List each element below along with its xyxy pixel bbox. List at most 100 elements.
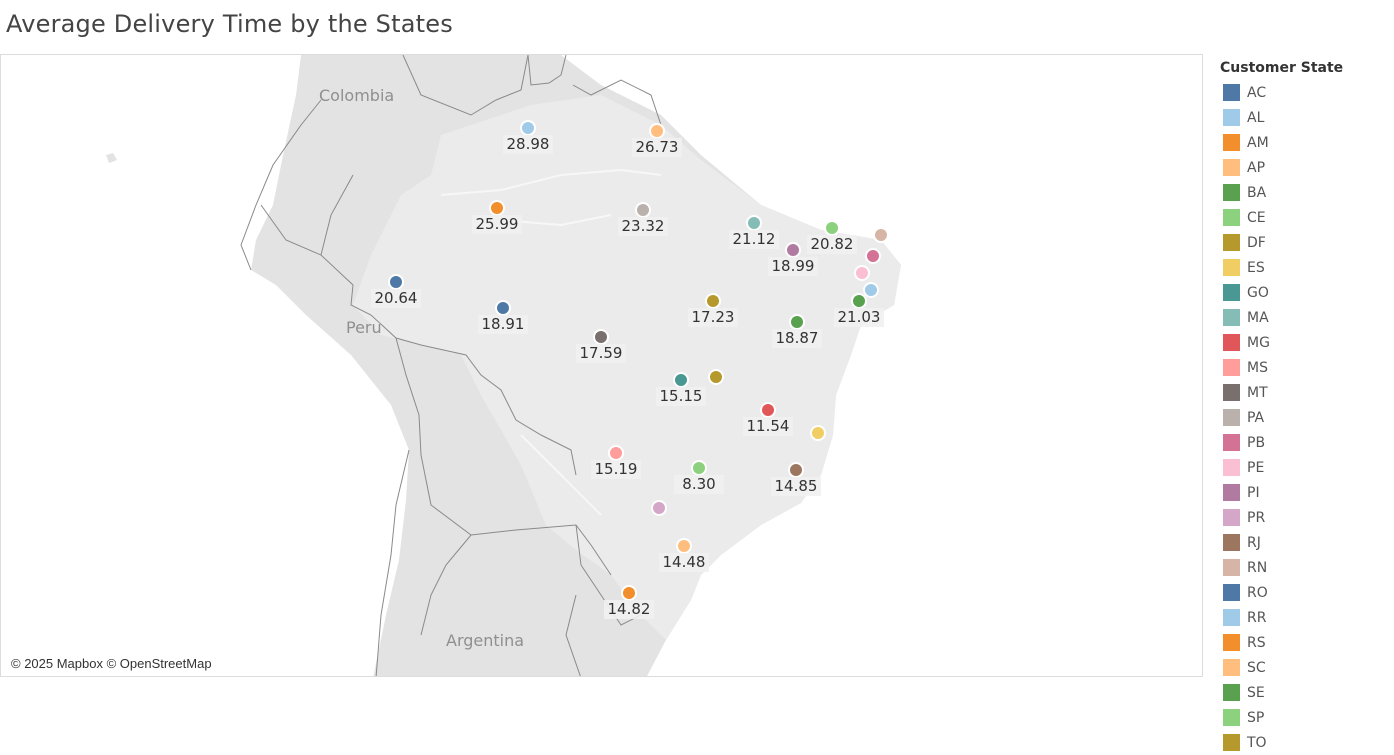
marker-rn[interactable] [873,227,889,243]
marker-rs[interactable]: 14.82 [604,585,654,619]
marker-dot[interactable] [489,200,505,216]
marker-dot[interactable] [785,242,801,258]
country-label-argentina: Argentina [446,631,524,650]
marker-dot[interactable] [520,120,536,136]
marker-dot[interactable] [873,227,889,243]
marker-pa[interactable]: 23.32 [618,202,668,236]
marker-label-bg [659,553,709,572]
country-label-colombia: Colombia [319,86,394,105]
legend-item-mg[interactable]: MG [1220,330,1390,355]
legend-item-rr[interactable]: RR [1220,605,1390,630]
legend-item-df[interactable]: DF [1220,230,1390,255]
legend-item-mt[interactable]: MT [1220,380,1390,405]
legend-item-es[interactable]: ES [1220,255,1390,280]
legend-item-al[interactable]: AL [1220,105,1390,130]
legend-item-ba[interactable]: BA [1220,180,1390,205]
marker-sc[interactable]: 14.48 [659,538,709,572]
legend-item-ce[interactable]: CE [1220,205,1390,230]
marker-df[interactable] [708,369,724,385]
marker-al[interactable] [863,282,879,298]
marker-dot[interactable] [593,329,609,345]
marker-pi[interactable]: 18.99 [768,242,818,276]
legend-label: RN [1247,559,1268,576]
marker-pe[interactable] [854,265,870,281]
marker-dot[interactable] [705,293,721,309]
marker-mg[interactable]: 11.54 [743,402,793,436]
marker-value-label: 21.12 [733,230,776,248]
legend-item-sp[interactable]: SP [1220,705,1390,730]
marker-rj[interactable]: 14.85 [771,462,821,496]
marker-dot[interactable] [865,248,881,264]
marker-dot[interactable] [621,585,637,601]
legend-item-pi[interactable]: PI [1220,480,1390,505]
marker-mt[interactable]: 17.59 [576,329,626,363]
legend-swatch [1223,384,1240,401]
marker-dot[interactable] [760,402,776,418]
marker-es[interactable] [810,425,826,441]
legend-item-ms[interactable]: MS [1220,355,1390,380]
map-attribution[interactable]: © 2025 Mapbox © OpenStreetMap [7,655,216,672]
marker-ro[interactable]: 18.91 [478,300,528,334]
marker-dot[interactable] [651,500,667,516]
legend-swatch [1223,334,1240,351]
marker-dot[interactable] [789,314,805,330]
legend-item-rn[interactable]: RN [1220,555,1390,580]
marker-ce[interactable]: 20.82 [807,220,857,254]
island [106,153,117,163]
legend-item-se[interactable]: SE [1220,680,1390,705]
legend-swatch [1223,409,1240,426]
marker-ap[interactable]: 26.73 [632,123,682,157]
marker-pb[interactable] [865,248,881,264]
legend-swatch [1223,659,1240,676]
marker-ba[interactable]: 18.87 [772,314,822,348]
marker-dot[interactable] [635,202,651,218]
marker-ma[interactable]: 21.12 [729,215,779,249]
marker-rr[interactable]: 28.98 [503,120,553,154]
marker-am[interactable]: 25.99 [472,200,522,234]
marker-dot[interactable] [810,425,826,441]
marker-dot[interactable] [824,220,840,236]
marker-se[interactable]: 21.03 [834,293,884,327]
legend-item-pa[interactable]: PA [1220,405,1390,430]
marker-dot[interactable] [708,369,724,385]
marker-dot[interactable] [608,445,624,461]
legend-item-pe[interactable]: PE [1220,455,1390,480]
marker-pr[interactable] [651,500,667,516]
marker-dot[interactable] [851,293,867,309]
marker-dot[interactable] [495,300,511,316]
legend-item-rs[interactable]: RS [1220,630,1390,655]
legend-swatch [1223,134,1240,151]
legend-item-pr[interactable]: PR [1220,505,1390,530]
marker-ac[interactable]: 20.64 [371,274,421,308]
marker-dot[interactable] [788,462,804,478]
legend-item-to[interactable]: TO [1220,730,1390,755]
marker-ms[interactable]: 15.19 [591,445,641,479]
marker-sp[interactable]: 8.30 [674,460,724,494]
marker-to[interactable]: 17.23 [688,293,738,327]
marker-dot[interactable] [649,123,665,139]
legend-item-ac[interactable]: AC [1220,80,1390,105]
marker-value-label: 25.99 [476,215,519,233]
legend-item-go[interactable]: GO [1220,280,1390,305]
legend-item-am[interactable]: AM [1220,130,1390,155]
marker-dot[interactable] [676,538,692,554]
marker-dot[interactable] [854,265,870,281]
marker-value-label: 15.15 [660,387,703,405]
map-view[interactable]: Colombia Peru Argentina 28.98 26.73 25.99 2… [0,54,1203,677]
marker-dot[interactable] [388,274,404,290]
marker-dot[interactable] [691,460,707,476]
legend-item-ap[interactable]: AP [1220,155,1390,180]
marker-dot[interactable] [746,215,762,231]
legend-item-ma[interactable]: MA [1220,305,1390,330]
legend-item-pb[interactable]: PB [1220,430,1390,455]
marker-value-label: 14.85 [775,477,818,495]
marker-go[interactable]: 15.15 [656,372,706,406]
legend-item-ro[interactable]: RO [1220,580,1390,605]
legend-item-sc[interactable]: SC [1220,655,1390,680]
marker-dot[interactable] [673,372,689,388]
legend-swatch [1223,84,1240,101]
marker-label-bg [771,477,821,496]
marker-dot[interactable] [863,282,879,298]
legend-item-rj[interactable]: RJ [1220,530,1390,555]
